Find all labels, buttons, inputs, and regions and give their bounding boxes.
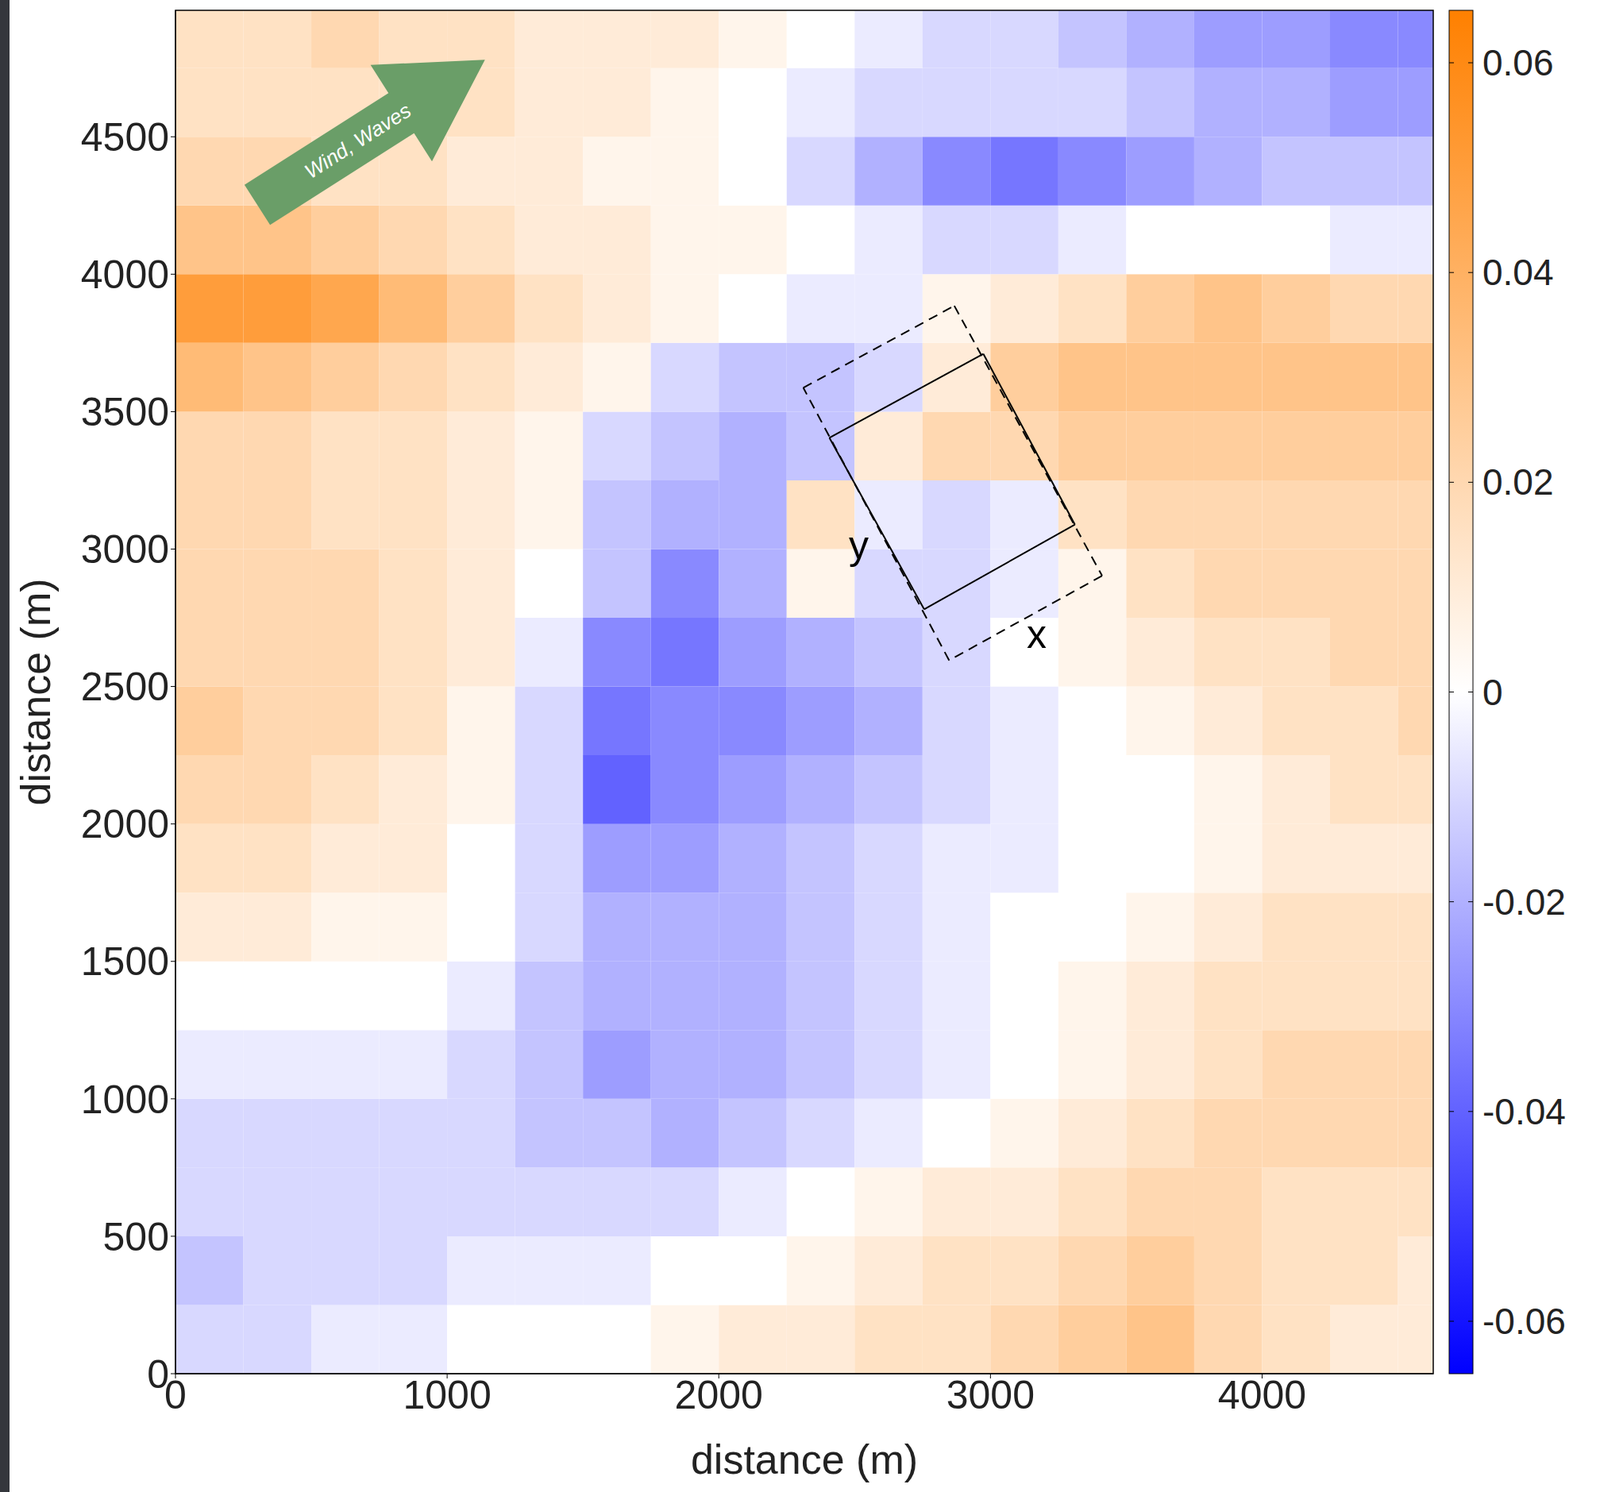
svg-text:1500: 1500 — [80, 939, 170, 984]
svg-text:500: 500 — [103, 1214, 170, 1260]
svg-text:Wind, Waves: Wind, Waves — [300, 98, 416, 184]
svg-text:0.02: 0.02 — [1482, 461, 1554, 503]
svg-text:4000: 4000 — [80, 252, 170, 297]
svg-text:distance (m): distance (m) — [12, 578, 59, 806]
svg-text:2000: 2000 — [80, 801, 170, 847]
svg-text:2500: 2500 — [80, 664, 170, 710]
svg-text:4000: 4000 — [1218, 1372, 1307, 1418]
svg-text:3500: 3500 — [80, 389, 170, 435]
svg-text:2000: 2000 — [674, 1372, 764, 1418]
svg-text:y: y — [848, 523, 869, 568]
svg-text:0: 0 — [164, 1372, 187, 1417]
svg-text:0: 0 — [1482, 671, 1504, 714]
svg-text:1000: 1000 — [80, 1077, 170, 1122]
svg-text:3000: 3000 — [946, 1372, 1035, 1418]
svg-text:0: 0 — [146, 1352, 170, 1397]
svg-text:3000: 3000 — [80, 527, 170, 572]
svg-text:distance (m): distance (m) — [690, 1436, 918, 1483]
svg-text:0.04: 0.04 — [1482, 251, 1554, 294]
svg-text:1000: 1000 — [402, 1372, 491, 1418]
svg-text:-0.02: -0.02 — [1482, 881, 1566, 923]
svg-text:-0.06: -0.06 — [1482, 1300, 1566, 1342]
svg-text:-0.04: -0.04 — [1482, 1091, 1566, 1133]
svg-text:0.06: 0.06 — [1482, 42, 1554, 84]
svg-text:x: x — [1026, 612, 1047, 657]
svg-text:4500: 4500 — [80, 115, 170, 160]
